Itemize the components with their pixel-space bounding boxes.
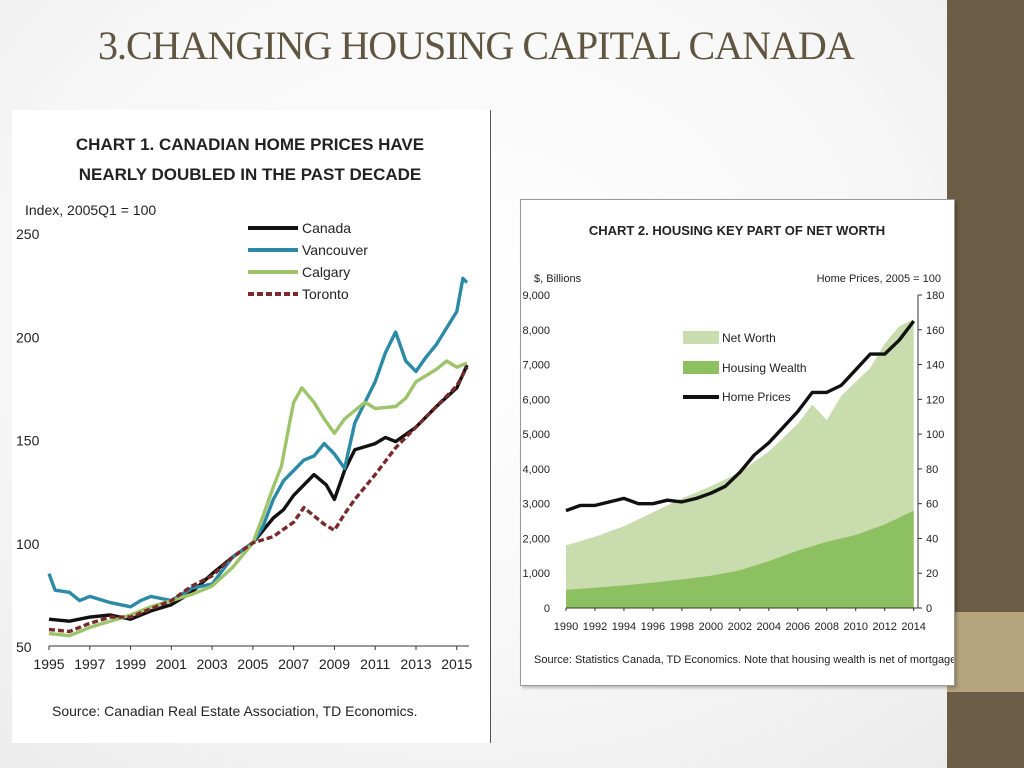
chart2-right-tick-label: 20 — [926, 568, 938, 580]
chart2-right-tick-label: 0 — [926, 603, 932, 615]
chart2-right-tick-label: 100 — [926, 429, 944, 441]
chart1-x-tick-label: 2011 — [360, 656, 390, 672]
chart2-left-tick-label: 0 — [544, 603, 550, 615]
chart2-right-tick-label: 40 — [926, 533, 938, 545]
chart2-x-tick-label: 2000 — [699, 621, 723, 633]
chart2-left-tick-label: 4,000 — [522, 464, 550, 476]
chart2-title: CHART 2. HOUSING KEY PART OF NET WORTH — [589, 223, 885, 238]
chart2-right-tick-label: 120 — [926, 394, 944, 406]
chart2-legend-swatch-net-worth — [683, 331, 719, 344]
chart1-y-tick-label: 50 — [16, 639, 32, 655]
chart2-x-tick-label: 1992 — [583, 621, 607, 633]
chart2-right-tick-label: 140 — [926, 360, 944, 372]
chart2-right-tick-label: 180 — [926, 290, 944, 302]
chart1-x-tick-label: 1997 — [74, 656, 105, 672]
chart1-svg: CHART 1. CANADIAN HOME PRICES HAVE NEARL… — [16, 135, 473, 719]
chart2-legend-label-housing-wealth: Housing Wealth — [722, 361, 807, 375]
slide-title: 3.CHANGING HOUSING CAPITAL CANADA — [98, 23, 855, 68]
chart1-x-tick-label: 2005 — [237, 656, 268, 672]
chart2-left-tick-label: 6,000 — [522, 394, 550, 406]
chart2-x-tick-label: 2014 — [901, 621, 925, 633]
decorative-side-accent — [947, 612, 1024, 692]
chart2-right-tick-label: 80 — [926, 464, 938, 476]
chart1-y-tick-label: 100 — [16, 536, 40, 552]
chart2-left-tick-label: 1,000 — [522, 568, 550, 580]
chart2-ylabel-left: $, Billions — [534, 273, 582, 285]
chart1-x-tick-label: 2009 — [319, 656, 350, 672]
chart2-x-tick-label: 1996 — [641, 621, 665, 633]
chart2-area-housing-wealth — [566, 510, 914, 608]
chart2-x-tick-label: 2012 — [872, 621, 896, 633]
chart2-right-tick-label: 160 — [926, 325, 944, 337]
chart2-legend-swatch-housing-wealth — [683, 361, 719, 374]
chart2-x-tick-label: 2010 — [843, 621, 867, 633]
chart1-legend-label-vancouver: Vancouver — [302, 242, 368, 258]
chart2-left-tick-label: 5,000 — [522, 429, 550, 441]
chart1-x-tick-label: 2013 — [400, 656, 431, 672]
chart2-x-tick-label: 1998 — [670, 621, 694, 633]
chart1-ylabel: Index, 2005Q1 = 100 — [25, 202, 156, 218]
chart1-x-tick-label: 2015 — [441, 656, 472, 672]
chart2-svg: CHART 2. HOUSING KEY PART OF NET WORTH $… — [522, 223, 954, 666]
chart1-legend-label-canada: Canada — [302, 220, 351, 236]
chart2-left-tick-label: 3,000 — [522, 499, 550, 511]
chart1-title-line2: NEARLY DOUBLED IN THE PAST DECADE — [79, 165, 422, 184]
chart2-x-tick-label: 1990 — [554, 621, 578, 633]
chart1-panel: CHART 1. CANADIAN HOME PRICES HAVE NEARL… — [12, 110, 491, 743]
chart2-left-tick-label: 2,000 — [522, 533, 550, 545]
chart1-y-tick-label: 200 — [16, 329, 40, 345]
chart1-x-tick-label: 1995 — [33, 656, 64, 672]
chart2-x-tick-label: 1994 — [612, 621, 636, 633]
chart2-panel: CHART 2. HOUSING KEY PART OF NET WORTH $… — [520, 199, 955, 686]
chart2-x-tick-label: 2004 — [757, 621, 781, 633]
chart1-y-tick-label: 150 — [16, 433, 40, 449]
chart2-line-home-prices — [565, 320, 916, 513]
chart1-series-canada — [48, 364, 469, 623]
chart1-x-tick-label: 2001 — [156, 656, 187, 672]
chart1-series-vancouver — [47, 276, 469, 609]
chart2-right-tick-label: 60 — [926, 499, 938, 511]
chart2-x-tick-label: 2008 — [814, 621, 838, 633]
chart2-left-tick-label: 7,000 — [522, 360, 550, 372]
chart1-series-calgary — [48, 359, 468, 638]
chart2-left-tick-label: 9,000 — [522, 290, 550, 302]
chart1-legend-label-calgary: Calgary — [302, 264, 350, 280]
chart2-x-tick-label: 2002 — [728, 621, 752, 633]
chart1-title-line1: CHART 1. CANADIAN HOME PRICES HAVE — [76, 135, 424, 154]
chart1-series-toronto — [48, 366, 469, 634]
chart2-ylabel-right: Home Prices, 2005 = 100 — [817, 273, 941, 285]
chart1-source: Source: Canadian Real Estate Association… — [52, 703, 417, 719]
chart1-x-tick-label: 2007 — [278, 656, 309, 672]
chart2-left-tick-label: 8,000 — [522, 325, 550, 337]
chart1-y-tick-label: 250 — [16, 226, 40, 242]
chart2-source: Source: Statistics Canada, TD Economics.… — [534, 654, 954, 666]
chart1-x-tick-label: 1999 — [115, 656, 146, 672]
chart2-area-net-worth — [566, 319, 914, 608]
chart2-legend-label-net-worth: Net Worth — [722, 331, 776, 345]
chart2-x-tick-label: 2006 — [786, 621, 810, 633]
chart1-legend-label-toronto: Toronto — [302, 286, 349, 302]
chart2-legend-label-home-prices: Home Prices — [722, 390, 791, 404]
chart1-x-tick-label: 2003 — [197, 656, 228, 672]
